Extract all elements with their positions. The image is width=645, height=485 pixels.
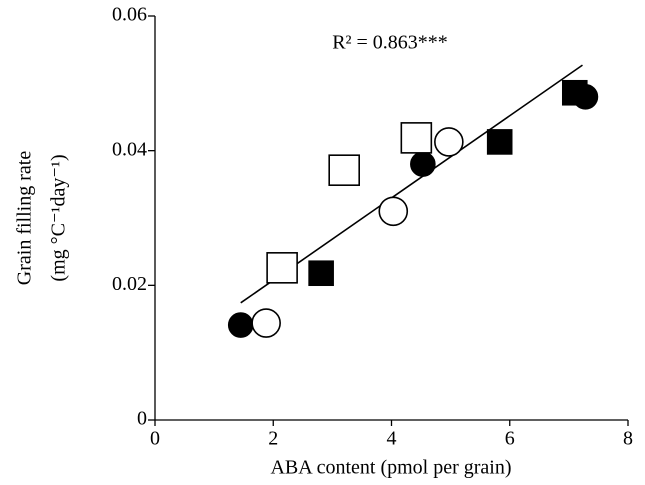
point — [434, 127, 464, 157]
y-axis-label: Grain filling rate — [14, 151, 36, 286]
point — [251, 308, 281, 338]
point — [400, 122, 433, 154]
point — [410, 151, 436, 177]
point — [328, 154, 361, 186]
point — [561, 79, 588, 106]
y-tick-label: 0.04 — [112, 138, 147, 160]
y-tick-label: 0 — [137, 408, 147, 430]
point — [308, 260, 334, 287]
x-tick-label: 0 — [150, 428, 160, 450]
y-tick-label: 0.02 — [112, 273, 147, 295]
y-axis-units: (mg °C⁻¹day⁻¹) — [48, 154, 70, 281]
y-tick-label: 0.06 — [112, 4, 147, 26]
point — [227, 312, 254, 338]
x-axis-label: ABA content (pmol per grain) — [270, 457, 511, 479]
x-tick-label: 6 — [505, 428, 515, 450]
x-tick-label: 8 — [623, 428, 633, 450]
x-tick-label: 4 — [387, 428, 397, 450]
x-tick-label: 2 — [268, 428, 278, 450]
point — [266, 252, 298, 284]
annotation: R² = 0.863*** — [332, 32, 448, 54]
point — [378, 196, 409, 227]
point — [486, 129, 513, 155]
